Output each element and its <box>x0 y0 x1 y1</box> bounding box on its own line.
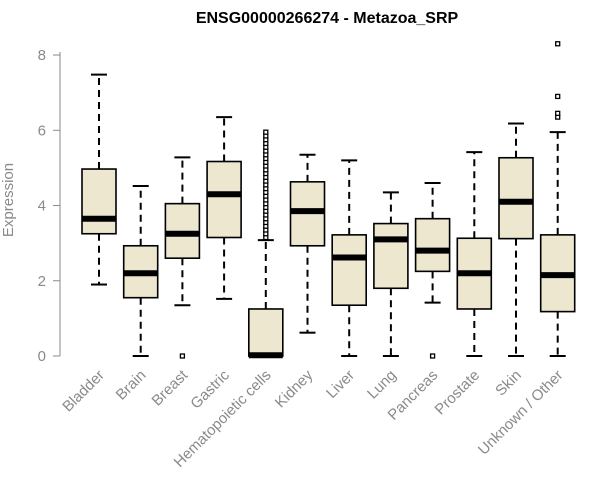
chart-title: ENSG00000266274 - Metazoa_SRP <box>196 10 459 27</box>
outlier-point <box>429 353 436 359</box>
box-hematopoietic-cells <box>248 129 284 359</box>
box-prostate <box>456 151 493 357</box>
iqr-box <box>373 222 409 290</box>
box-kidney <box>289 153 326 334</box>
box-breast <box>164 156 201 359</box>
x-tick-label: Brain <box>113 367 150 404</box>
y-axis-label: Expression <box>0 163 17 237</box>
y-axis-ticks: 0 2 4 6 8 <box>38 47 60 365</box>
box-bladder <box>81 73 117 286</box>
y-tick-label: 8 <box>38 47 46 64</box>
y-tick-label: 6 <box>38 122 46 139</box>
y-tick-label: 4 <box>38 198 46 215</box>
x-tick-label: Skin <box>492 367 525 400</box>
x-tick-label: Liver <box>323 367 358 402</box>
y-tick-label: 0 <box>38 348 46 365</box>
x-tick-label: Kidney <box>272 366 317 411</box>
box-liver <box>331 159 368 357</box>
box-lung <box>373 191 409 357</box>
x-tick-label: Bladder <box>59 367 108 416</box>
box-pancreas <box>414 181 451 359</box>
box-gastric <box>206 116 242 300</box>
x-tick-label: Lung <box>364 367 400 403</box>
iqr-box <box>414 217 451 273</box>
iqr-box <box>498 156 534 240</box>
box-skin <box>498 122 534 357</box>
iqr-box <box>206 160 242 239</box>
iqr-box <box>331 234 368 307</box>
boxes-group <box>81 41 576 359</box>
x-tick-label: Prostate <box>432 367 484 419</box>
box-unknown-other <box>539 41 576 357</box>
outlier-point <box>263 129 269 135</box>
x-tick-label: Breast <box>149 366 192 409</box>
box-brain <box>122 184 159 357</box>
outlier-point <box>179 353 186 359</box>
outlier-point <box>555 110 561 117</box>
y-tick-label: 2 <box>38 273 46 290</box>
iqr-box <box>81 168 117 235</box>
outlier-point <box>555 41 561 47</box>
outlier-point <box>555 93 561 100</box>
iqr-box <box>248 308 284 357</box>
